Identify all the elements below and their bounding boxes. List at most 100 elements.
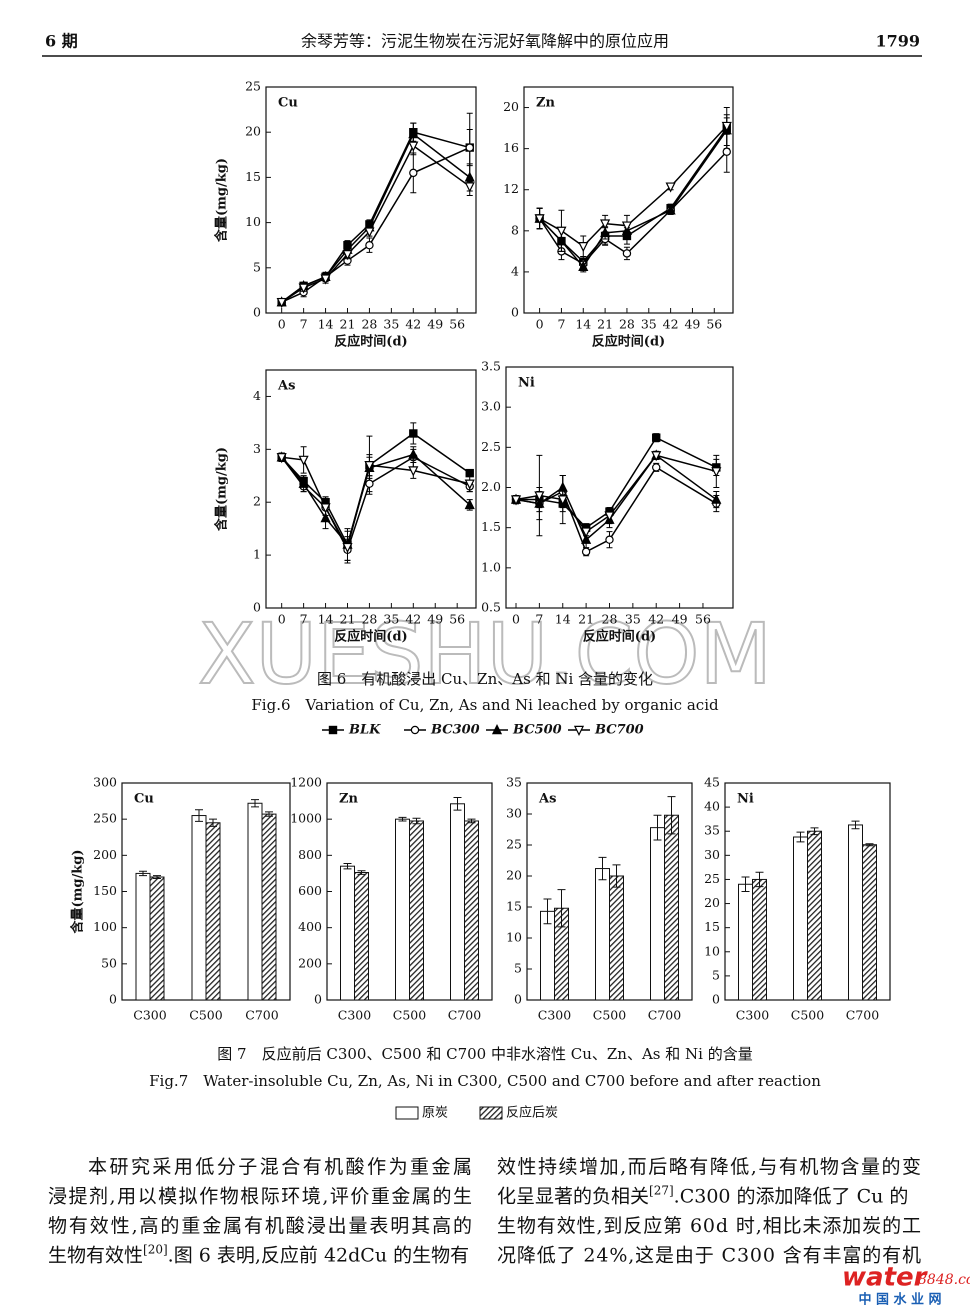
error-bar <box>543 898 552 925</box>
x-axis-label: 反应时间(d) <box>583 629 656 645</box>
panel-label: Ni <box>518 376 535 391</box>
x-tick-label: 0 <box>278 612 286 627</box>
panel-label: Zn <box>536 96 555 111</box>
y-tick-label: 1200 <box>290 775 322 790</box>
x-tick-label: 21 <box>340 612 356 627</box>
marker <box>464 498 475 510</box>
marker <box>510 495 522 506</box>
x-tick-label: 7 <box>557 317 565 332</box>
y-tick-label: 0 <box>511 305 519 320</box>
x-tick-label: 7 <box>535 612 543 627</box>
x-tick-label: 35 <box>625 612 641 627</box>
bar <box>540 910 555 1001</box>
y-tick-label: 0 <box>253 600 261 615</box>
x-tick-label: 56 <box>695 612 711 627</box>
x-tick-label: 49 <box>427 317 443 332</box>
body-line: 化呈显著的负相关[27].C300 的添加降低了 Cu 的 <box>497 1183 908 1208</box>
marker <box>409 168 418 178</box>
fig7-caption-en: Fig.7 Water-insoluble Cu, Zn, As, Ni in … <box>149 1072 821 1090</box>
series-line <box>516 436 717 529</box>
bar <box>609 875 624 1001</box>
marker <box>365 240 374 250</box>
y-tick-label: 5 <box>514 961 522 976</box>
series-line <box>281 146 471 303</box>
legend-swatch <box>479 1106 503 1120</box>
bar <box>450 803 465 1001</box>
x-tick-label: 35 <box>383 317 399 332</box>
marker <box>464 479 475 490</box>
marker <box>622 249 632 258</box>
marker <box>410 725 420 735</box>
marker <box>534 214 545 225</box>
x-tick-label: C700 <box>846 1008 879 1023</box>
x-tick-label: 49 <box>684 317 700 332</box>
marker <box>342 542 353 554</box>
marker <box>581 533 592 544</box>
error-bar <box>851 820 860 830</box>
y-tick-label: 1.0 <box>481 559 501 574</box>
y-tick-label: 10 <box>704 943 720 958</box>
y-axis-label: 含量(mg/kg) <box>214 158 230 243</box>
y-tick-label: 12 <box>503 181 519 196</box>
y-tick-label: 20 <box>503 99 519 114</box>
issue: 6 期 <box>45 32 78 51</box>
y-tick-label: 16 <box>503 140 519 155</box>
y-tick-label: 15 <box>704 919 720 934</box>
x-tick-label: 56 <box>449 317 465 332</box>
x-tick-label: C500 <box>393 1008 426 1023</box>
body-text: 化呈显著的负相关 <box>497 1186 649 1208</box>
body-line: 生物有效性,到反应第 60d 时,相比未添加炭的工 <box>497 1215 921 1237</box>
y-tick-label: 600 <box>298 883 322 898</box>
y-tick-label: 0 <box>712 992 720 1007</box>
plot-frame <box>265 369 477 609</box>
y-tick-label: 400 <box>298 919 322 934</box>
citation: [20] <box>143 1242 168 1256</box>
x-tick-label: 14 <box>555 612 571 627</box>
body-line: 效性持续增加,而后略有降低,与有机物含量的变 <box>497 1156 921 1178</box>
y-tick-label: 3 <box>253 441 261 456</box>
marker <box>298 477 309 488</box>
error-bar <box>357 870 366 875</box>
y-tick-label: 4 <box>253 388 261 403</box>
marker <box>578 242 589 253</box>
legend-label: BLK <box>348 723 381 738</box>
y-tick-label: 20 <box>704 895 720 910</box>
y-tick-label: 50 <box>101 955 117 970</box>
marker <box>465 143 474 152</box>
y-tick-label: 25 <box>704 871 720 886</box>
marker <box>320 274 331 285</box>
marker <box>364 227 375 238</box>
fig6-caption-cn: 图 6 有机酸浸出 Cu、Zn、As 和 Ni 含量的变化 <box>317 670 653 688</box>
bar <box>862 844 877 1001</box>
x-tick-label: C300 <box>538 1008 571 1023</box>
x-tick-label: 42 <box>405 612 421 627</box>
marker <box>665 204 676 215</box>
y-tick-label: 0 <box>314 992 322 1007</box>
x-tick-label: 21 <box>578 612 594 627</box>
error-bar <box>139 870 147 877</box>
x-tick-label: 7 <box>300 317 308 332</box>
x-tick-label: 42 <box>648 612 664 627</box>
x-axis-label: 反应时间(d) <box>334 334 407 350</box>
y-tick-label: 10 <box>506 930 522 945</box>
y-axis-label: 含量(mg/kg) <box>70 850 86 935</box>
y-tick-label: 25 <box>506 837 522 852</box>
x-tick-label: 14 <box>318 612 334 627</box>
x-tick-label: 28 <box>361 612 377 627</box>
y-axis-label: 含量(mg/kg) <box>214 447 230 532</box>
error-bar <box>153 875 161 879</box>
error-bar <box>598 856 607 881</box>
y-tick-label: 0 <box>253 305 261 320</box>
y-tick-label: 5 <box>253 259 261 274</box>
series-line <box>281 456 471 552</box>
y-tick-label: 200 <box>298 955 322 970</box>
marker <box>491 724 503 735</box>
series-line <box>281 144 471 303</box>
x-tick-label: C300 <box>338 1008 371 1023</box>
bar <box>650 827 665 1001</box>
bar <box>135 872 151 1001</box>
marker <box>581 547 591 556</box>
panel-label: Ni <box>737 792 754 807</box>
y-tick-label: 5 <box>712 967 720 982</box>
error-bar <box>557 889 566 928</box>
